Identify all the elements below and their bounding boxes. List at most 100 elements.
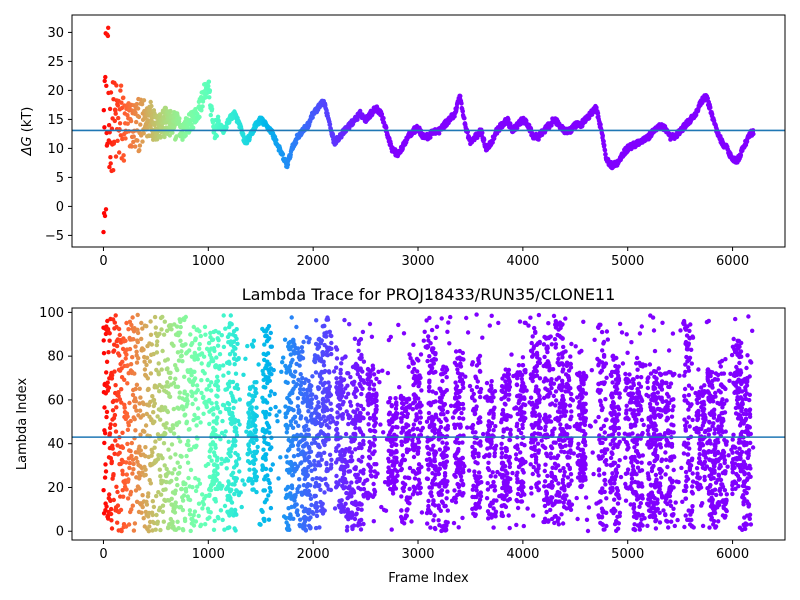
lambda-point: [488, 440, 493, 445]
lambda-point: [475, 379, 480, 384]
lambda-point: [237, 469, 242, 474]
lambda-point: [154, 350, 160, 355]
lambda-point: [183, 342, 188, 347]
lambda-point: [283, 414, 288, 420]
lambda-point: [428, 403, 433, 408]
lambda-point: [211, 450, 217, 455]
x-tick-label: 0: [99, 254, 107, 269]
lambda-point: [436, 417, 442, 422]
delta-g-point: [206, 79, 212, 84]
lambda-point: [171, 343, 176, 348]
y-tick-label: 0: [56, 200, 64, 215]
lambda-point: [287, 467, 292, 472]
lambda-point: [320, 350, 325, 355]
lambda-point: [284, 454, 289, 459]
delta-g-point: [112, 139, 117, 144]
y-tick-label: 15: [47, 113, 64, 128]
delta-g-point: [207, 95, 212, 100]
lambda-point: [215, 343, 221, 348]
lambda-point: [213, 363, 218, 369]
lambda-point: [207, 397, 212, 403]
lambda-point: [196, 513, 201, 519]
lambda-point: [161, 519, 166, 524]
lambda-point: [293, 345, 298, 351]
delta-g-point: [121, 95, 126, 100]
lambda-point: [288, 352, 293, 357]
lambda-point: [297, 477, 302, 482]
lambda-point: [312, 353, 318, 358]
lambda-point: [144, 355, 150, 360]
lambda-point: [433, 357, 438, 362]
lambda-point: [126, 327, 131, 332]
lambda-point: [221, 344, 227, 350]
delta-g-point: [381, 116, 386, 121]
lambda-point: [360, 329, 366, 335]
lambda-point: [179, 454, 184, 459]
lambda-point: [253, 389, 258, 395]
lambda-point: [232, 362, 237, 367]
lambda-point: [187, 508, 193, 513]
lambda-point: [135, 312, 140, 318]
delta-g-point: [163, 105, 168, 111]
lambda-point: [119, 528, 124, 534]
lambda-point: [372, 423, 377, 428]
lambda-point: [108, 422, 113, 427]
lambda-point: [195, 406, 201, 411]
lambda-point: [439, 524, 445, 529]
lambda-point: [289, 344, 295, 349]
lambda-point: [173, 488, 178, 493]
lambda-point: [135, 330, 141, 336]
lambda-point: [137, 408, 143, 413]
lambda-point: [301, 471, 306, 476]
lambda-point: [353, 472, 358, 478]
lambda-point: [266, 517, 272, 522]
lambda-point: [127, 460, 132, 466]
lambda-point: [443, 416, 448, 421]
lambda-point: [107, 331, 112, 336]
lambda-point: [334, 480, 339, 485]
lambda-point: [205, 377, 210, 383]
delta-g-point: [151, 108, 157, 113]
lambda-point: [427, 456, 432, 462]
lambda-point: [296, 408, 302, 413]
lambda-point: [322, 368, 328, 374]
lambda-point: [208, 510, 213, 515]
lambda-point: [141, 516, 146, 521]
lambda-point: [213, 486, 218, 492]
delta-g-point: [135, 106, 141, 111]
lambda-point: [188, 467, 194, 473]
lambda-point: [284, 520, 289, 525]
lambda-point: [484, 496, 490, 501]
lambda-point: [101, 338, 106, 343]
lambda-point: [151, 504, 157, 510]
lambda-point: [266, 442, 271, 447]
lambda-point: [109, 518, 114, 523]
lambda-point: [247, 385, 253, 390]
lambda-point: [415, 426, 420, 432]
lambda-point: [155, 519, 160, 524]
lambda-point: [173, 500, 178, 505]
delta-g-point: [708, 105, 713, 110]
lambda-point: [152, 401, 157, 406]
lambda-point: [411, 454, 417, 460]
lambda-point: [353, 466, 358, 472]
lambda-point: [104, 370, 109, 375]
lambda-point: [433, 391, 439, 396]
lambda-point: [213, 442, 218, 448]
lambda-point: [115, 489, 120, 495]
lambda-point: [488, 395, 493, 401]
y-tick-label: 20: [47, 84, 64, 99]
lambda-point: [207, 454, 212, 460]
lambda-point: [444, 388, 449, 393]
lambda-point: [109, 506, 114, 512]
lambda-point: [443, 370, 448, 375]
lambda-point: [456, 469, 461, 474]
lambda-point: [207, 493, 212, 498]
lambda-point: [185, 398, 190, 404]
lambda-point: [186, 443, 191, 448]
lambda-point: [352, 516, 358, 522]
lambda-point: [333, 485, 339, 490]
lambda-point: [186, 475, 191, 481]
lambda-point: [109, 459, 115, 464]
